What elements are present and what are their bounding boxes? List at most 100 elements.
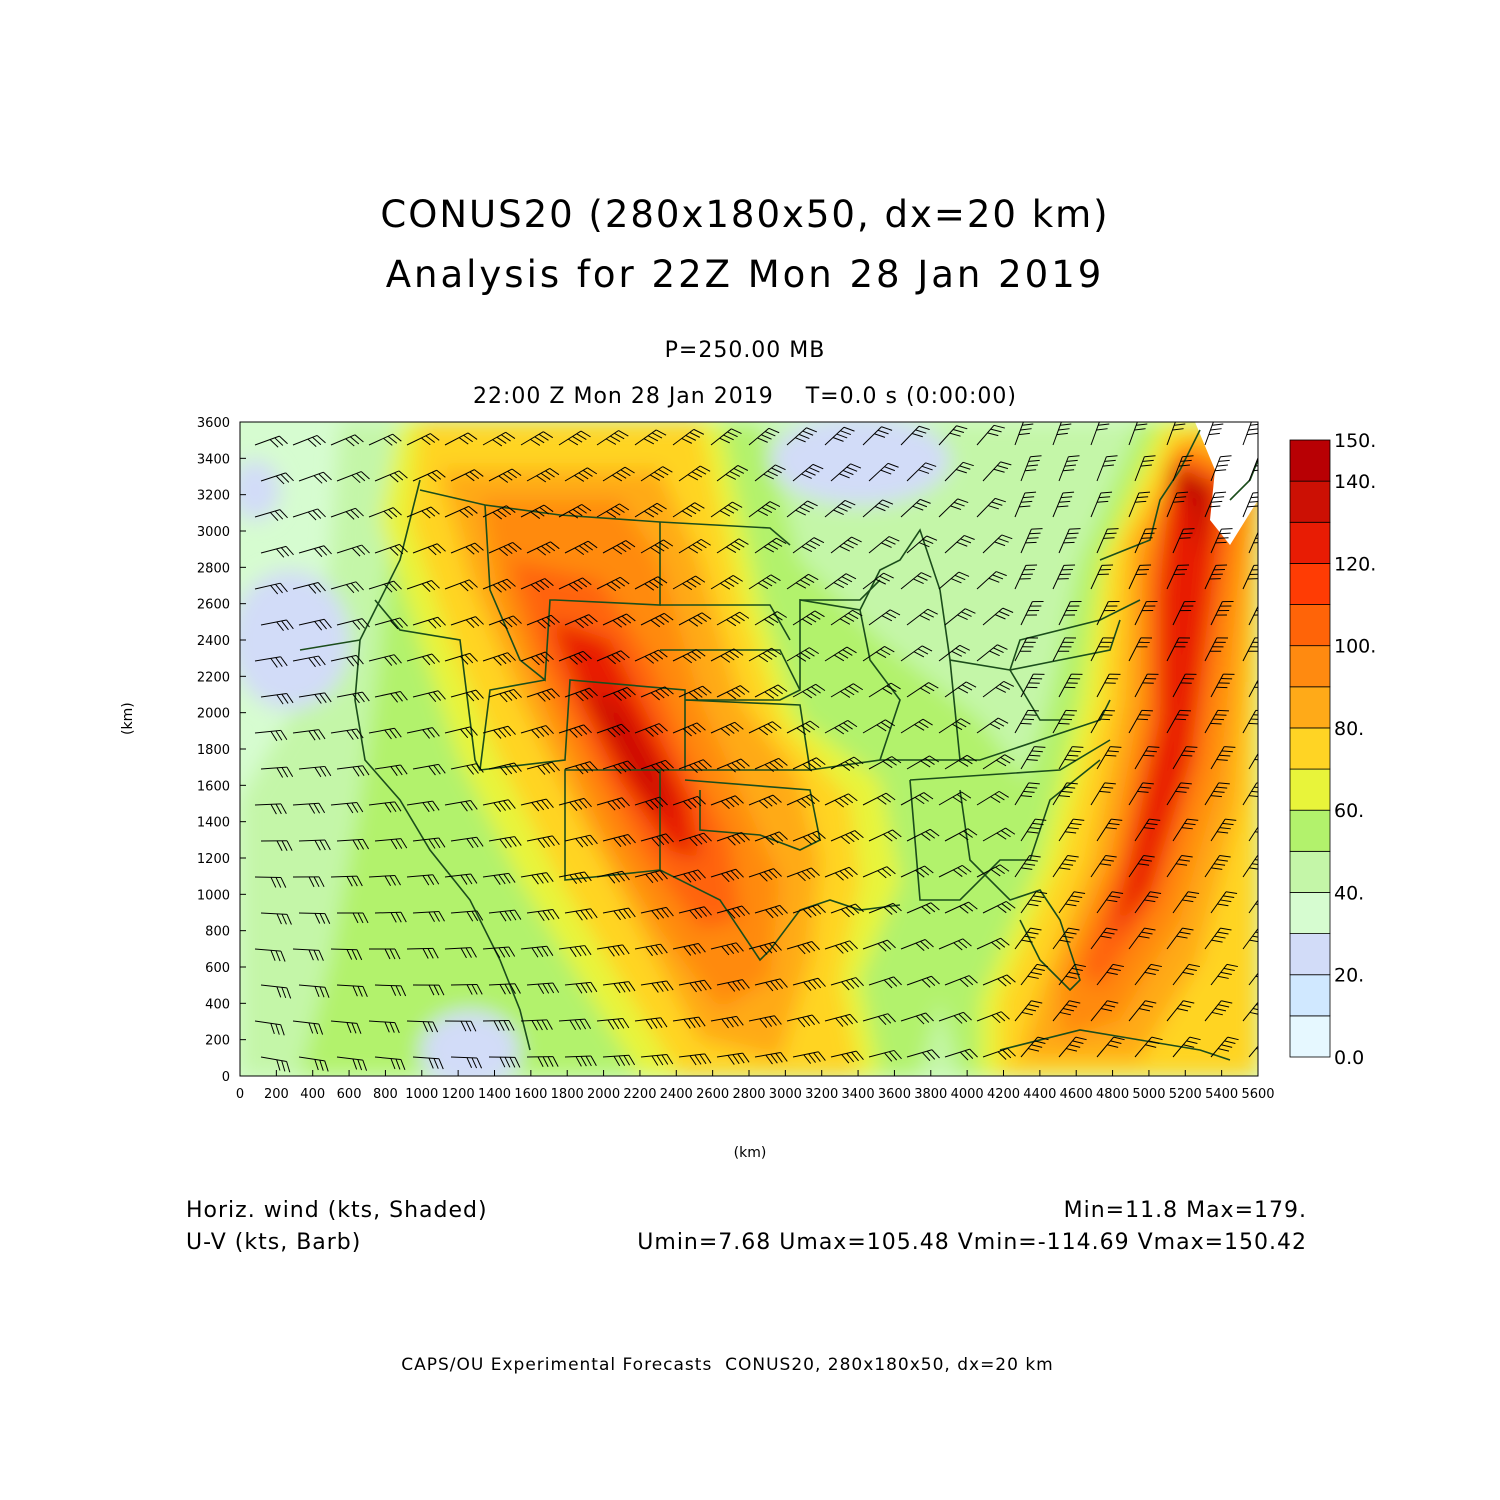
wind-barb bbox=[368, 433, 402, 446]
x-tick-label: 3000 bbox=[769, 1087, 802, 1102]
wind-barb bbox=[254, 803, 287, 815]
wind-barb bbox=[336, 691, 370, 704]
wind-barb bbox=[900, 645, 933, 662]
wind-barb bbox=[824, 793, 858, 808]
wind-barb bbox=[868, 462, 899, 482]
wind-barb bbox=[982, 607, 1014, 626]
x-tick-label: 0 bbox=[236, 1087, 244, 1102]
wind-barb bbox=[792, 757, 826, 772]
wind-barb bbox=[374, 470, 408, 483]
wind-barb bbox=[830, 463, 862, 482]
wind-barb bbox=[634, 576, 668, 591]
wind-barb bbox=[450, 836, 484, 849]
y-tick-label: 2600 bbox=[197, 598, 230, 613]
wind-barb bbox=[976, 937, 1010, 950]
wind-barb bbox=[1128, 927, 1156, 950]
wind-barb bbox=[1096, 1036, 1125, 1058]
wind-barb bbox=[1058, 891, 1086, 914]
wind-barb bbox=[862, 646, 895, 662]
wind-barb bbox=[336, 1056, 368, 1071]
wind-barb bbox=[640, 539, 674, 555]
wind-barb bbox=[792, 463, 824, 482]
wind-barb bbox=[564, 761, 598, 775]
wind-barb bbox=[944, 461, 974, 482]
y-tick-label: 0 bbox=[222, 1070, 230, 1085]
wind-barb bbox=[748, 574, 781, 590]
wind-barb bbox=[412, 763, 446, 776]
wind-barb bbox=[976, 644, 1008, 662]
wind-barb bbox=[862, 499, 894, 518]
wind-barb bbox=[482, 578, 516, 593]
wind-barb bbox=[1210, 963, 1238, 986]
wind-barb bbox=[1248, 746, 1258, 770]
wind-barb bbox=[526, 761, 560, 775]
wind-barb bbox=[1172, 746, 1198, 770]
y-tick-label: 1600 bbox=[197, 779, 230, 794]
pressure-level: P=250.00 MB bbox=[664, 338, 826, 363]
wind-barb bbox=[602, 907, 636, 921]
y-tick-label: 2000 bbox=[197, 707, 230, 722]
wind-barb bbox=[254, 509, 288, 521]
wind-barb bbox=[330, 802, 364, 814]
wind-barb bbox=[754, 978, 788, 992]
wind-barb bbox=[1052, 1000, 1081, 1022]
wind-barb bbox=[1242, 782, 1258, 806]
wind-barb bbox=[944, 608, 976, 626]
wind-barb bbox=[368, 507, 402, 520]
wind-barb bbox=[1052, 927, 1080, 950]
wind-barb bbox=[1128, 491, 1151, 518]
wind-barb bbox=[1210, 891, 1238, 914]
wind-barb bbox=[1058, 818, 1085, 842]
wind-barb bbox=[406, 580, 440, 592]
wind-barb bbox=[748, 941, 782, 955]
wind-barb bbox=[520, 651, 554, 666]
wind-barb bbox=[298, 839, 331, 851]
wind-barb bbox=[906, 755, 940, 770]
wind-barb bbox=[292, 1020, 324, 1035]
wind-barb bbox=[564, 908, 598, 921]
wind-barb bbox=[982, 901, 1016, 914]
wind-barb bbox=[596, 1017, 630, 1030]
wind-barb bbox=[944, 1048, 978, 1061]
field-description-shaded: Horiz. wind (kts, Shaded) bbox=[186, 1198, 488, 1223]
wind-barb bbox=[444, 799, 478, 812]
wind-barb bbox=[1020, 818, 1047, 842]
wind-barb bbox=[710, 721, 744, 736]
wind-barb bbox=[982, 461, 1012, 482]
wind-barb bbox=[336, 912, 369, 924]
wind-barb bbox=[1090, 637, 1115, 662]
wind-barb bbox=[672, 795, 706, 810]
wind-barb bbox=[596, 650, 630, 665]
wind-barb bbox=[406, 1020, 439, 1033]
colorbar-swatch bbox=[1289, 809, 1331, 852]
wind-barb bbox=[596, 430, 629, 446]
wind-barb bbox=[254, 582, 288, 595]
colorbar-label: 150. bbox=[1334, 430, 1376, 452]
colorbar-swatch bbox=[1289, 933, 1331, 976]
wind-barb bbox=[336, 765, 370, 777]
wind-barb bbox=[558, 504, 592, 519]
wind-barb bbox=[482, 652, 516, 666]
wind-barb bbox=[1058, 455, 1080, 482]
credit-line: CAPS/OU Experimental Forecasts CONUS20, … bbox=[401, 1355, 1054, 1375]
wind-barb bbox=[672, 869, 706, 883]
wind-barb bbox=[374, 764, 408, 776]
wind-barb bbox=[330, 1020, 362, 1034]
wind-barb bbox=[1210, 455, 1232, 482]
wind-barb bbox=[368, 654, 402, 666]
wind-barb bbox=[1172, 673, 1197, 698]
wind-barb bbox=[1172, 891, 1200, 914]
wind-barb bbox=[1052, 637, 1077, 662]
wind-barb bbox=[906, 975, 940, 988]
wind-barb bbox=[862, 866, 896, 879]
wind-barb bbox=[1242, 491, 1258, 518]
wind-barb bbox=[292, 582, 326, 594]
wind-barb bbox=[444, 652, 478, 665]
wind-barb bbox=[678, 612, 712, 627]
wind-barb bbox=[336, 838, 370, 850]
wind-barb bbox=[374, 543, 408, 556]
x-tick-label: 3400 bbox=[842, 1087, 875, 1102]
x-tick-label: 2200 bbox=[623, 1087, 656, 1102]
wind-barb bbox=[830, 683, 864, 698]
wind-barb bbox=[292, 508, 326, 521]
